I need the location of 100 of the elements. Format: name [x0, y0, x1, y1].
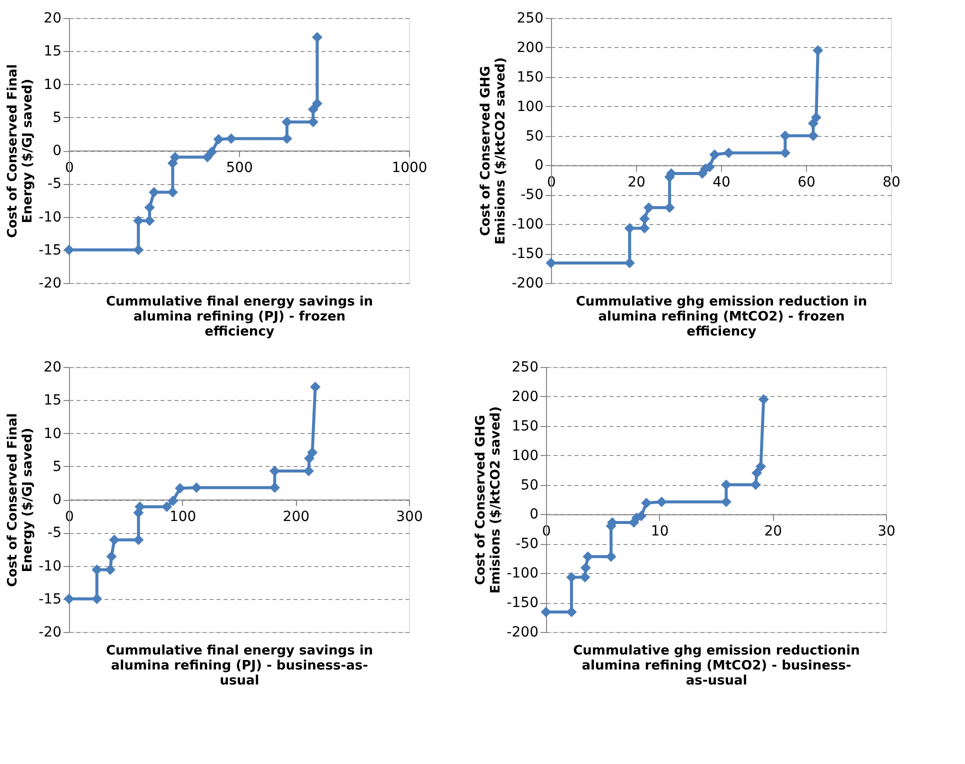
y-tick-label: -5	[48, 525, 62, 542]
point	[582, 551, 594, 562]
y-tick-label: -20	[38, 624, 62, 640]
point	[664, 202, 675, 213]
point	[720, 480, 732, 490]
point	[226, 133, 236, 144]
x-tick-label: 100	[169, 509, 196, 525]
point	[312, 98, 322, 109]
y-tick-label: -150	[512, 246, 544, 262]
point	[168, 496, 178, 506]
point	[148, 186, 160, 198]
y-tick-label: 0	[52, 492, 62, 508]
point	[566, 606, 577, 618]
y-axis-title: Cost of Conserved Final Energy ($/GJ saved)	[6, 413, 36, 587]
y-tick-label: -20	[38, 276, 62, 292]
y-tick-label: -200	[512, 276, 544, 292]
x-tick-label: 80	[882, 174, 900, 191]
y-tick-label: -10	[38, 558, 62, 574]
y-tick-label: -15	[38, 591, 62, 608]
point	[92, 564, 102, 575]
point	[752, 468, 762, 478]
y-tick-label: 15	[44, 392, 62, 409]
point	[206, 146, 218, 158]
y-tick-label: 250	[512, 360, 538, 376]
point	[780, 148, 790, 158]
point	[308, 104, 318, 115]
point	[307, 447, 318, 458]
y-tick-label: 200	[516, 40, 544, 56]
point	[144, 215, 155, 226]
x-tick-label: 30	[878, 524, 896, 540]
point	[133, 244, 144, 256]
point	[174, 482, 186, 494]
y-tick-label: 150	[516, 69, 544, 86]
x-tick-label: 10	[650, 524, 669, 540]
y-tick-label: -100	[506, 566, 538, 582]
y-tick-label: -50	[520, 187, 544, 204]
x-tick-label: 60	[798, 174, 816, 191]
point	[540, 606, 552, 618]
point	[606, 551, 616, 562]
point	[580, 572, 590, 582]
point	[133, 215, 144, 226]
point	[133, 534, 144, 546]
y-tick-label: 100	[516, 98, 544, 115]
x-axis-title: Cummulative final energy savings in alumina refining (PJ) - business-as-usual	[106, 644, 374, 688]
y-tick-label: 10	[44, 426, 62, 442]
point	[167, 186, 178, 198]
point	[810, 112, 822, 123]
y-axis-title: Cost of Conserved GHG Emisions ($/ktCO2 saved)	[478, 57, 509, 245]
y-tick-label: 5	[52, 110, 62, 126]
point	[106, 551, 117, 562]
point	[641, 498, 652, 508]
point	[546, 258, 556, 268]
point	[202, 152, 213, 162]
point	[808, 130, 818, 142]
point	[312, 32, 322, 42]
y-tick-label: -200	[506, 624, 538, 640]
x-tick-label: 1000	[392, 160, 428, 176]
y-tick-label: 100	[512, 448, 538, 464]
point	[282, 116, 292, 128]
y-tick-label: 50	[520, 477, 538, 494]
point	[282, 133, 292, 144]
y-tick-label: 50	[526, 128, 544, 144]
point	[310, 382, 321, 392]
y-tick-label: 15	[44, 44, 62, 60]
point	[144, 202, 155, 213]
y-tick-label: 200	[512, 388, 538, 405]
point	[624, 258, 635, 268]
point	[656, 496, 667, 508]
x-tick-label: 500	[226, 160, 253, 176]
y-tick-label: 10	[44, 76, 62, 93]
point	[750, 480, 761, 490]
point	[269, 466, 280, 476]
point	[162, 502, 172, 512]
y-tick-label: -5	[48, 176, 62, 192]
point	[758, 394, 769, 405]
y-tick-label: -15	[38, 242, 62, 258]
point	[105, 564, 116, 575]
point	[64, 244, 74, 256]
y-tick-label: -10	[38, 209, 62, 226]
point	[92, 594, 102, 604]
y-axis-title: Cost of Conserved Final Energy ($/GJ saved)	[6, 64, 36, 238]
y-axis-title: Cost of Conserved GHG Emisions ($/ktCO2 saved)	[474, 406, 504, 594]
x-axis-title: Cummulative ghg emission reduction in alumina refining (MtCO2) - frozen efficiency	[576, 294, 868, 340]
point	[308, 116, 318, 128]
point	[780, 130, 790, 142]
point	[170, 152, 180, 162]
point	[109, 534, 120, 546]
point	[191, 482, 202, 493]
y-tick-label: 20	[44, 360, 62, 376]
point	[64, 594, 74, 604]
y-tick-label: -150	[506, 595, 538, 612]
y-tick-label: 250	[516, 10, 544, 26]
point	[644, 202, 654, 213]
point	[566, 572, 577, 582]
point	[812, 45, 824, 56]
point	[723, 148, 734, 158]
point	[624, 222, 635, 234]
y-tick-label: -50	[516, 536, 538, 552]
y-tick-label: -100	[512, 216, 544, 233]
y-tick-label: 0	[52, 143, 62, 159]
